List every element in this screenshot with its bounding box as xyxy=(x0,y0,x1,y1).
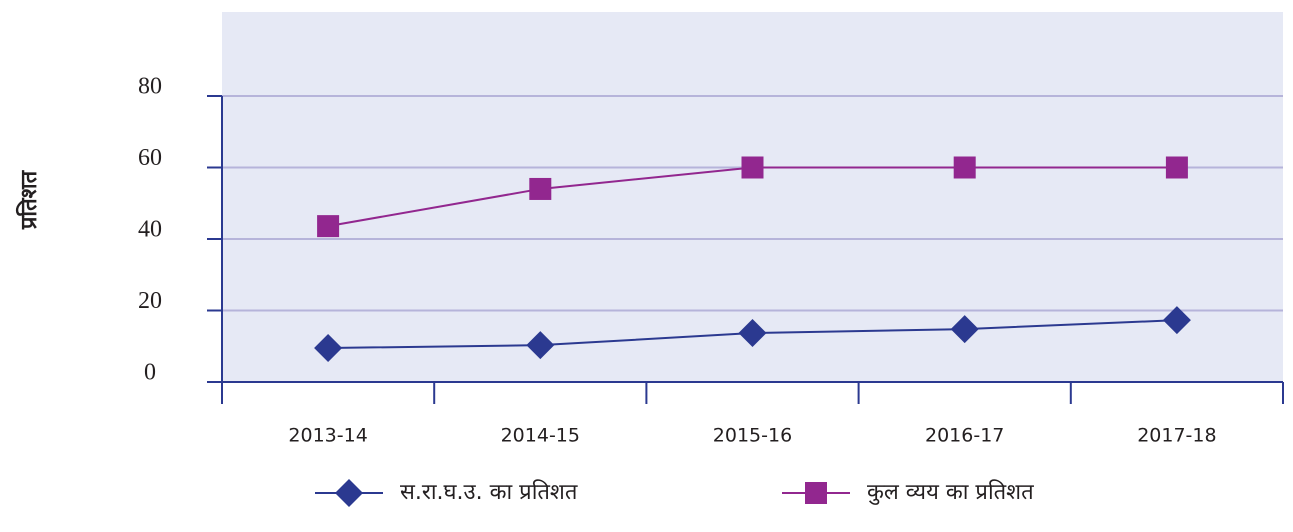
x-tick-label: 2016-17 xyxy=(925,425,1004,447)
x-tick-label: 2017-18 xyxy=(1137,425,1216,447)
y-tick-label: 40 xyxy=(138,217,162,243)
y-tick-label: 0 xyxy=(144,360,156,386)
data-point xyxy=(529,177,552,200)
data-point xyxy=(526,331,555,360)
x-tick-label: 2015-16 xyxy=(713,425,792,447)
data-point xyxy=(741,156,764,179)
legend-marker xyxy=(805,482,827,504)
data-point xyxy=(950,315,979,344)
y-axis-label: प्रतिशत xyxy=(15,169,42,230)
y-tick-label: 80 xyxy=(138,74,162,100)
data-point xyxy=(953,156,976,179)
y-tick-label: 20 xyxy=(138,288,162,314)
data-point xyxy=(1165,156,1188,179)
y-tick-label: 60 xyxy=(138,145,162,171)
legend-marker xyxy=(335,479,363,507)
data-point xyxy=(314,334,343,363)
data-point xyxy=(738,319,767,348)
legend-label: कुल व्यय का प्रतिशत xyxy=(867,479,1034,505)
legend-label: स.रा.घ.उ. का प्रतिशत xyxy=(400,479,578,505)
data-point xyxy=(317,215,340,238)
x-tick-label: 2013-14 xyxy=(288,425,367,447)
data-point xyxy=(1162,306,1191,335)
x-tick-label: 2014-15 xyxy=(501,425,580,447)
